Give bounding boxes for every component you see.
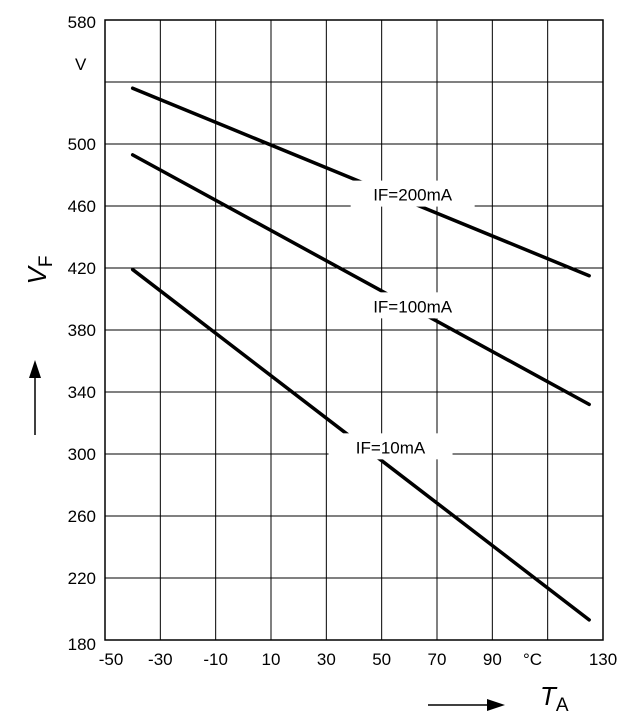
y-tick-label: 220	[68, 569, 96, 588]
y-unit-label: V	[75, 55, 87, 74]
x-axis-title-main: T	[540, 681, 558, 711]
y-tick-label: 300	[68, 445, 96, 464]
series-label-bg	[350, 292, 475, 319]
x-tick-label: 90	[483, 650, 502, 669]
series-labels: IF=200mA IF=100mA IF=10mA	[328, 180, 475, 460]
y-axis-arrow-head	[29, 360, 41, 378]
x-tick-label: -10	[203, 650, 228, 669]
series-label-bg	[350, 180, 475, 207]
series-layer	[130, 86, 591, 622]
y-tick-label: 420	[68, 259, 96, 278]
x-axis-arrow-head	[487, 699, 505, 711]
y-tick-label: 580	[68, 13, 96, 32]
y-axis-title-main: V	[22, 264, 52, 284]
series-label: IF=10mA	[356, 438, 426, 457]
x-tick-label: 10	[262, 650, 281, 669]
y-tick-label: 380	[68, 321, 96, 340]
y-tick-label: 500	[68, 135, 96, 154]
y-axis-title: VF	[22, 256, 57, 285]
y-tick-label: 260	[68, 507, 96, 526]
x-tick-label: 70	[428, 650, 447, 669]
y-axis-title-sub: F	[36, 256, 57, 268]
series-line	[130, 153, 591, 407]
y-tick-label: 180	[68, 635, 96, 654]
plot-frame	[104, 19, 604, 641]
y-tick-label: 340	[68, 383, 96, 402]
x-unit-label: °C	[523, 650, 542, 669]
series-label: IF=100mA	[373, 297, 453, 316]
x-tick-label: -50	[99, 650, 124, 669]
x-tick-label: -30	[148, 650, 173, 669]
x-axis-title-sub: A	[556, 695, 569, 714]
x-tick-label: 30	[317, 650, 336, 669]
series-label: IF=200mA	[373, 186, 453, 205]
x-tick-label: 130	[589, 650, 617, 669]
x-tick-label: 50	[372, 650, 391, 669]
series-label-bg	[328, 433, 453, 460]
grid	[104, 19, 604, 641]
y-tick-label: 460	[68, 197, 96, 216]
tick-labels: 180 220 260 300 340 380 420 460 500 580 -50 -30 -10 1…	[68, 13, 618, 669]
x-axis-title: TA	[540, 681, 569, 714]
